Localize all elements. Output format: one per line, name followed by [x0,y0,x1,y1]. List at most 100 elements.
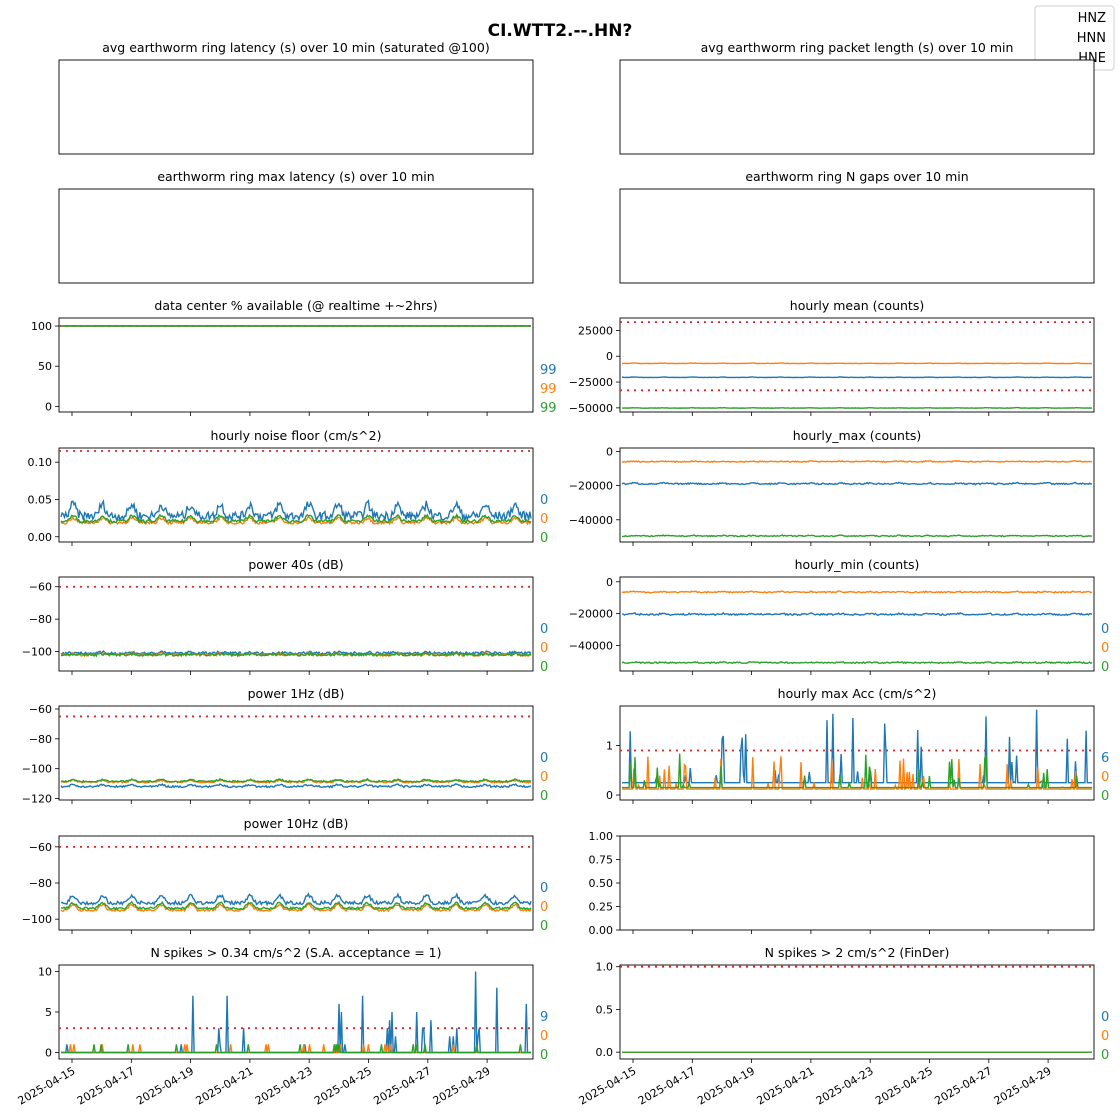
series-line-hne [621,534,1093,538]
panel-p0: avg earthworm ring latency (s) over 10 m… [58,40,534,155]
panel-p5: hourly mean (counts) 25000 0 −25000 −50000 [569,298,1095,416]
y-tick-label: −40000 [569,640,613,653]
y-tick-label: −60 [29,703,52,716]
panel-title: hourly noise floor (cm/s^2) [211,428,382,443]
y-tick-label: 0 [606,789,613,802]
end-label-hnz: 0 [540,493,548,508]
y-tick-label: 1.00 [589,830,614,843]
panel-frame [619,964,1095,1060]
end-label-hnz: 0 [540,622,548,637]
y-tick-label: −20000 [569,608,613,621]
end-label-hnn: 0 [540,1029,548,1044]
panel-p4: data center % available (@ realtime +~2h… [31,298,557,416]
series-line-hnn [621,459,1093,464]
panel-frame [619,447,1095,543]
y-tick-label: −50000 [569,402,613,415]
panel-title: avg earthworm ring latency (s) over 10 m… [102,40,489,55]
y-tick-label: 0 [606,350,613,363]
panel-frame [58,576,534,672]
panel-frame [58,447,534,543]
y-tick-label: −80 [29,877,52,890]
panel-title: hourly mean (counts) [790,298,924,313]
end-label-hnz: 99 [540,363,557,378]
y-tick-label: −100 [22,763,52,776]
panel-p12: power 10Hz (dB) −60 −80 −100 0 0 0 [22,816,548,934]
y-tick-label: 0.5 [596,1003,614,1016]
panel-p1: avg earthworm ring packet length (s) ove… [619,40,1095,155]
series-line-hnn [622,362,1092,365]
y-tick-label: 5 [45,1006,52,1019]
series-line-hnz [60,892,532,907]
end-label-hnz: 0 [1101,622,1109,637]
y-tick-label: −100 [22,646,52,659]
y-tick-label: −120 [22,793,52,806]
end-label-hnn: 0 [1101,641,1109,656]
panel-title: hourly max Acc (cm/s^2) [778,686,937,701]
series-line-hnn [622,756,1092,790]
series-line-hnz [622,709,1092,784]
series-line-hne [622,406,1093,409]
panel-frame [619,317,1095,413]
y-tick-label: 10 [38,965,52,978]
legend-entry-hnz: HNZ [1078,11,1107,26]
panel-frame [58,705,534,801]
panel-frame [58,317,534,413]
series-line-hne [60,900,532,911]
panel-p8: power 40s (dB) −60 −80 −100 0 0 0 [22,557,548,675]
y-tick-label: 0.50 [589,877,614,890]
series-line-hnz [622,611,1093,617]
panel-p9: hourly_min (counts) 0 −20000 −40000 0 0 0 [569,557,1109,675]
series-line-hnn [60,902,532,913]
y-tick-label: 0 [45,1047,52,1060]
panel-frame [619,835,1095,931]
end-label-hne: 0 [1101,1048,1109,1063]
y-tick-label: −100 [22,913,52,926]
legend-entry-hnn: HNN [1077,31,1106,46]
end-label-hnn: 99 [540,382,557,397]
end-label-hne: 0 [540,789,548,804]
y-tick-label: 0.00 [28,531,53,544]
end-label-hne: 0 [540,1048,548,1063]
series-line-hne [621,660,1093,665]
end-label-hne: 0 [1101,789,1109,804]
y-tick-label: 1.0 [596,961,614,974]
end-label-hne: 0 [540,660,548,675]
panel-p2: earthworm ring max latency (s) over 10 m… [58,169,534,284]
y-tick-label: −80 [29,613,52,626]
legend: HNZ HNN HNE [1034,5,1115,71]
y-tick-label: −80 [29,733,52,746]
panel-title: earthworm ring N gaps over 10 min [745,169,968,184]
panel-p10: power 1Hz (dB) −60 −80 −100 −120 0 0 0 [22,686,549,806]
panel-frame [58,59,534,155]
panel-p13: 0.00 0.25 0.50 0.75 1.00 [589,830,1095,937]
end-label-hnn: 0 [540,900,548,915]
end-label-hnn: 0 [540,512,548,527]
series-line-hne [60,513,532,525]
end-label-hnn: 0 [1101,770,1109,785]
series-line-hne [60,777,532,784]
y-tick-label: 0 [606,445,613,458]
series-line-hnz [621,376,1093,379]
y-tick-label: 0.25 [589,901,614,914]
panel-p7: hourly_max (counts) 0 −20000 −40000 [569,428,1095,546]
panel-title: power 1Hz (dB) [248,686,345,701]
series-line-hnz [621,481,1093,486]
end-label-hnn: 0 [540,641,548,656]
series-line-hnz [60,783,532,789]
panel-frame [58,188,534,284]
panel-title: N spikes > 0.34 cm/s^2 (S.A. acceptance … [150,945,441,960]
panel-title: power 40s (dB) [248,557,343,572]
panel-title: power 10Hz (dB) [244,816,349,831]
series-line-hne [622,753,1092,789]
series-line-hnz [60,499,532,523]
y-tick-label: −40000 [569,514,613,527]
series-line-hne [61,1044,531,1054]
end-label-hnz: 0 [540,751,548,766]
series-line-hne [60,651,532,658]
end-label-hnn: 0 [540,770,548,785]
figure-title: CI.WTT2.--.HN? [488,21,633,41]
y-tick-label: 25000 [578,324,613,337]
y-tick-label: 0 [606,576,613,589]
end-label-hne: 0 [540,531,548,546]
